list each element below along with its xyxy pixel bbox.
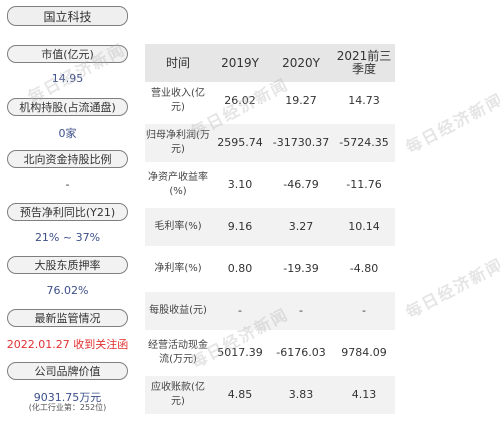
table-row: 净资产收益率(%) 3.10 -46.79 -11.76 (145, 166, 395, 204)
cell: 4.85 (227, 388, 253, 401)
cell: -6176.03 (276, 346, 326, 359)
pledge-ratio-value: 76.02% (46, 284, 89, 297)
brand-rank: (化工行业第：252位) (28, 403, 107, 412)
cell: 4.13 (351, 388, 377, 401)
cell: 14.73 (348, 94, 380, 107)
table-row: 应收账款(亿元) 4.85 3.83 4.13 (145, 376, 395, 414)
pledge-ratio-label: 大股东质押率 (7, 256, 128, 274)
cell: 19.27 (285, 94, 317, 107)
profit-forecast-value: 21% ~ 37% (34, 231, 101, 244)
cell: 2595.74 (217, 136, 263, 149)
profit-forecast-label: 预告净利同比(Y21) (7, 203, 128, 221)
cell: -19.39 (283, 262, 319, 275)
row-label: 营业收入(亿元) (151, 88, 205, 113)
regulation-value: 2022.01.27 收到关注函 (6, 338, 129, 351)
row-label: 净利率(%) (154, 263, 202, 274)
cell: - (299, 304, 303, 317)
regulation-label: 最新监管情况 (7, 309, 128, 327)
market-cap-value: 14.95 (51, 72, 84, 85)
cell: -11.76 (346, 178, 382, 191)
sidebar: 国立科技 市值(亿元) 14.95 机构持股(占流通盘) 0家 北向资金持股比例… (0, 0, 140, 438)
cell: 5017.39 (217, 346, 263, 359)
table-row: 每股收益(元) - - - (145, 292, 395, 330)
northbound-ratio-value: - (65, 178, 70, 191)
brand-value-value: 9031.75万元 (33, 391, 102, 404)
row-label: 毛利率(%) (154, 221, 202, 232)
cell: 9784.09 (341, 346, 387, 359)
market-cap-label: 市值(亿元) (7, 45, 128, 63)
institution-holding-label: 机构持股(占流通盘) (7, 98, 128, 116)
row-label: 经营活动现金流(万元) (148, 340, 208, 365)
table-row: 归母净利润(万元) 2595.74 -31730.37 -5724.35 (145, 124, 395, 162)
cell: 9.16 (227, 220, 253, 233)
cell: 3.83 (288, 388, 314, 401)
cell: 26.02 (224, 94, 256, 107)
cell: 3.10 (227, 178, 253, 191)
northbound-ratio-label: 北向资金持股比例 (7, 150, 128, 168)
header-time: 时间 (165, 55, 190, 70)
institution-holding-value: 0家 (58, 127, 77, 140)
cell: 3.27 (288, 220, 314, 233)
table-row: 经营活动现金流(万元) 5017.39 -6176.03 9784.09 (145, 334, 395, 372)
cell: -4.80 (349, 262, 379, 275)
cell: -5724.35 (339, 136, 389, 149)
watermark: 每日经济新闻 (402, 254, 500, 323)
table-header: 时间 2019Y 2020Y 2021前三季度 (145, 44, 395, 82)
header-2020: 2020Y (282, 55, 320, 70)
cell: - (362, 304, 366, 317)
table-row: 毛利率(%) 9.16 3.27 10.14 (145, 208, 395, 246)
row-label: 归母净利润(万元) (146, 130, 210, 155)
watermark: 每日经济新闻 (402, 89, 500, 158)
row-label: 应收账款(亿元) (151, 382, 205, 407)
table-row: 净利率(%) 0.80 -19.39 -4.80 (145, 250, 395, 288)
cell: 0.80 (227, 262, 253, 275)
cell: 10.14 (348, 220, 380, 233)
header-2019: 2019Y (221, 55, 259, 70)
brand-value-label: 公司品牌价值 (7, 362, 128, 380)
cell: - (238, 304, 242, 317)
cell: -31730.37 (272, 136, 330, 149)
cell: -46.79 (283, 178, 319, 191)
table-row: 营业收入(亿元) 26.02 19.27 14.73 (145, 82, 395, 120)
row-label: 每股收益(元) (149, 305, 207, 316)
company-name: 国立科技 (7, 6, 128, 26)
header-2021q3: 2021前三季度 (336, 49, 392, 76)
row-label: 净资产收益率(%) (148, 172, 208, 197)
